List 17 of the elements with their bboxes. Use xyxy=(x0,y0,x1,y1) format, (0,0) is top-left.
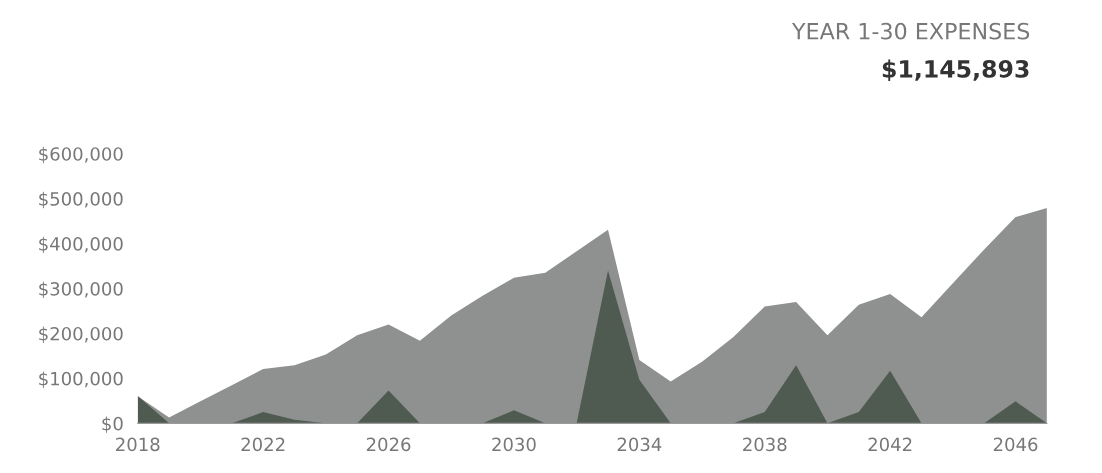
y-tick-label: $0 xyxy=(102,416,123,433)
y-tick-label: $500,000 xyxy=(39,191,123,209)
chart-title: YEAR 1-30 EXPENSES xyxy=(791,22,1030,40)
y-tick-label: $300,000 xyxy=(39,281,123,299)
y-tick-label: $600,000 xyxy=(39,146,123,164)
x-tick-label: 2022 xyxy=(241,437,285,452)
y-tick-label: $100,000 xyxy=(39,371,123,388)
x-tick-label: 2046 xyxy=(993,437,1038,452)
x-tick-label: 2038 xyxy=(743,437,787,452)
x-tick-label: 2018 xyxy=(116,437,160,452)
y-tick-label: $200,000 xyxy=(39,326,123,343)
y-tick-label: $400,000 xyxy=(39,236,123,254)
x-tick-label: 2042 xyxy=(868,437,912,452)
x-tick-label: 2030 xyxy=(492,437,536,452)
chart-subtitle: $1,145,893 xyxy=(882,59,1029,81)
x-tick-label: 2026 xyxy=(366,437,411,452)
x-tick-label: 2034 xyxy=(617,437,662,452)
